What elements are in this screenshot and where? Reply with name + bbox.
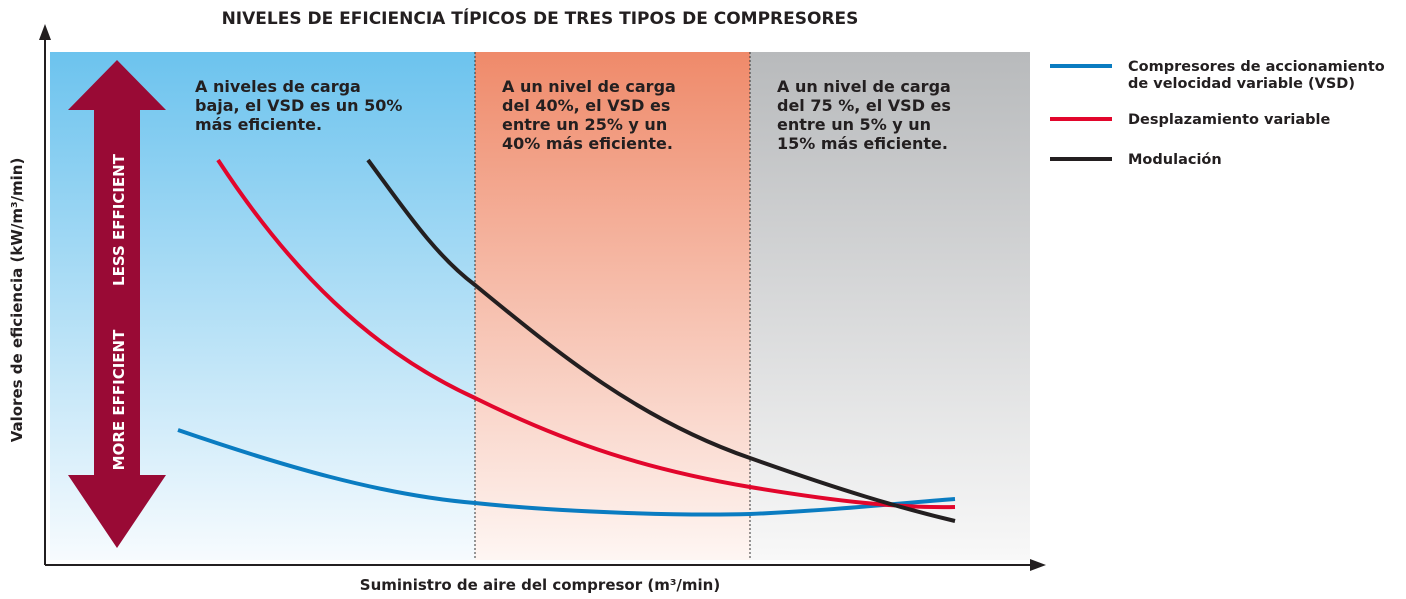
- x-axis-label: Suministro de aire del compresor (m³/min…: [360, 576, 720, 594]
- vsd-curve: [177, 428, 956, 517]
- annotation-line: entre un 25% y un: [502, 115, 667, 134]
- annotation-line: más eficiente.: [195, 115, 322, 134]
- arrow-label: LESS EFFICIENT: [110, 153, 128, 286]
- annotation-line: del 75 %, el VSD es: [777, 96, 951, 115]
- zone-mid: [475, 52, 750, 560]
- legend-label: Modulación: [1128, 152, 1222, 168]
- annotation-line: A un nivel de carga: [777, 77, 951, 96]
- variable-displacement-curve: [216, 158, 956, 510]
- efficiency-arrow: [68, 60, 166, 548]
- annotation-line: A niveles de carga: [195, 77, 361, 96]
- legend-label: Desplazamiento variable: [1128, 112, 1331, 128]
- title: NIVELES DE EFICIENCIA TÍPICOS DE TRES TI…: [222, 7, 859, 29]
- annotation-line: A un nivel de carga: [502, 77, 676, 96]
- legend-label: de velocidad variable (VSD): [1128, 76, 1355, 92]
- annotation-line: 40% más eficiente.: [502, 134, 673, 153]
- annotation-line: baja, el VSD es un 50%: [195, 96, 402, 115]
- x-arrowhead: [1030, 559, 1046, 571]
- annotation-line: del 40%, el VSD es: [502, 96, 670, 115]
- y-arrowhead: [39, 24, 51, 40]
- annotation-line: entre un 5% y un: [777, 115, 931, 134]
- arrow-label: MORE EFFICIENT: [110, 329, 128, 470]
- annotation-line: 15% más eficiente.: [777, 134, 948, 153]
- y-axis-label: Valores de eficiencia (kW/m³/min): [8, 158, 26, 443]
- legend-label: Compresores de accionamiento: [1128, 59, 1385, 75]
- modulation-curve: [366, 158, 956, 523]
